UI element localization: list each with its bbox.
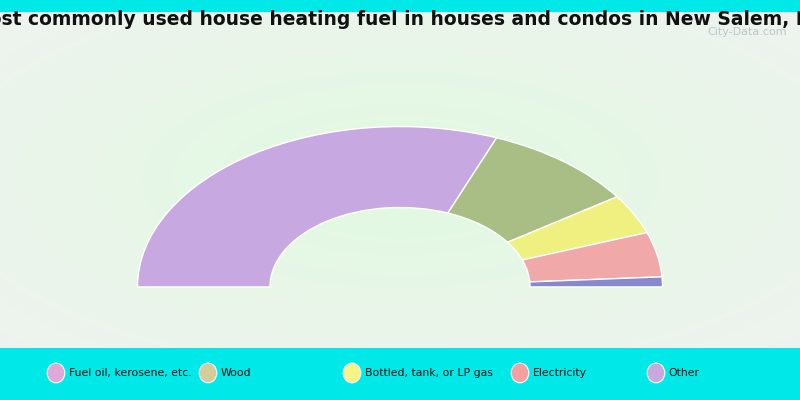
- Ellipse shape: [647, 363, 665, 383]
- Ellipse shape: [343, 363, 361, 383]
- Wedge shape: [530, 277, 662, 287]
- Text: Fuel oil, kerosene, etc.: Fuel oil, kerosene, etc.: [69, 368, 191, 378]
- Text: Wood: Wood: [221, 368, 251, 378]
- Text: Electricity: Electricity: [533, 368, 587, 378]
- Text: Other: Other: [669, 368, 700, 378]
- Wedge shape: [507, 197, 647, 260]
- Ellipse shape: [47, 363, 65, 383]
- Text: Bottled, tank, or LP gas: Bottled, tank, or LP gas: [365, 368, 493, 378]
- Wedge shape: [522, 232, 662, 282]
- Wedge shape: [448, 138, 617, 242]
- Wedge shape: [138, 126, 497, 287]
- Text: Most commonly used house heating fuel in houses and condos in New Salem, MA: Most commonly used house heating fuel in…: [0, 10, 800, 29]
- Ellipse shape: [199, 363, 217, 383]
- Ellipse shape: [511, 363, 529, 383]
- Text: City-Data.com: City-Data.com: [708, 27, 787, 37]
